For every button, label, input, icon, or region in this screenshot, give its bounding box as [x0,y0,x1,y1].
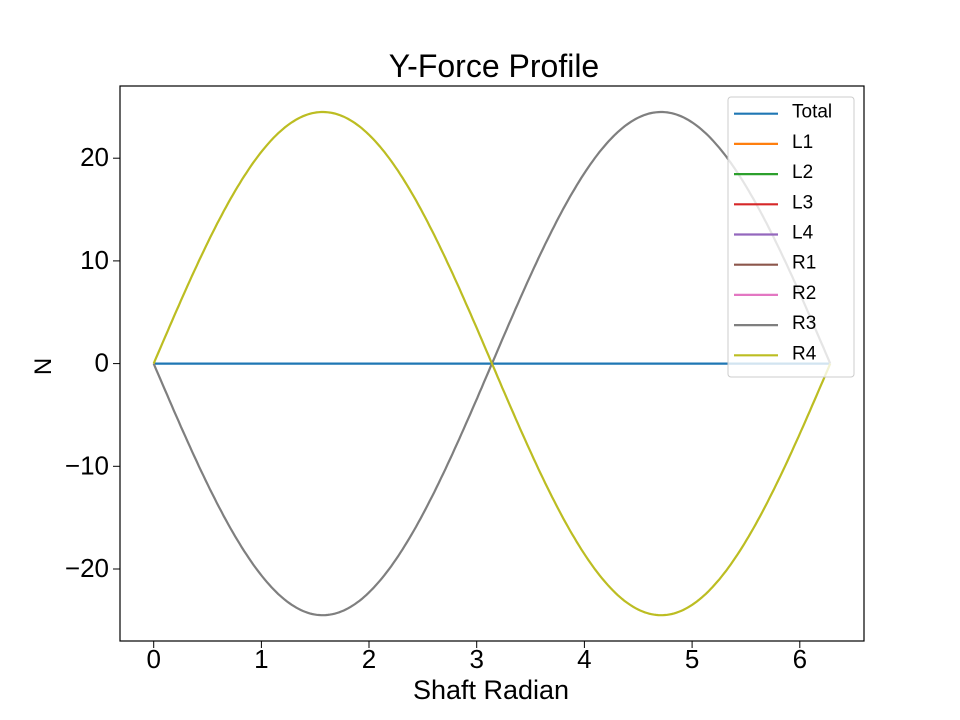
svg-text:5: 5 [685,644,699,674]
svg-text:3: 3 [469,644,483,674]
svg-text:−20: −20 [65,553,109,583]
svg-text:6: 6 [793,644,807,674]
svg-text:Y-Force Profile: Y-Force Profile [389,48,599,84]
svg-text:R3: R3 [792,313,816,334]
svg-text:L1: L1 [792,132,813,153]
svg-text:10: 10 [80,245,109,275]
svg-text:2: 2 [362,644,376,674]
svg-text:R2: R2 [792,283,816,304]
svg-text:L3: L3 [792,192,813,213]
svg-text:Total: Total [792,102,832,123]
svg-text:0: 0 [95,348,109,378]
svg-text:L4: L4 [792,223,814,244]
svg-text:−10: −10 [65,450,109,480]
svg-text:0: 0 [146,644,160,674]
svg-text:20: 20 [80,142,109,172]
svg-text:4: 4 [577,644,591,674]
svg-text:N: N [30,358,57,375]
svg-text:R4: R4 [792,343,817,364]
svg-text:R1: R1 [792,253,816,274]
svg-text:1: 1 [254,644,268,674]
svg-text:Shaft Radian: Shaft Radian [413,675,569,705]
svg-text:L2: L2 [792,162,813,183]
